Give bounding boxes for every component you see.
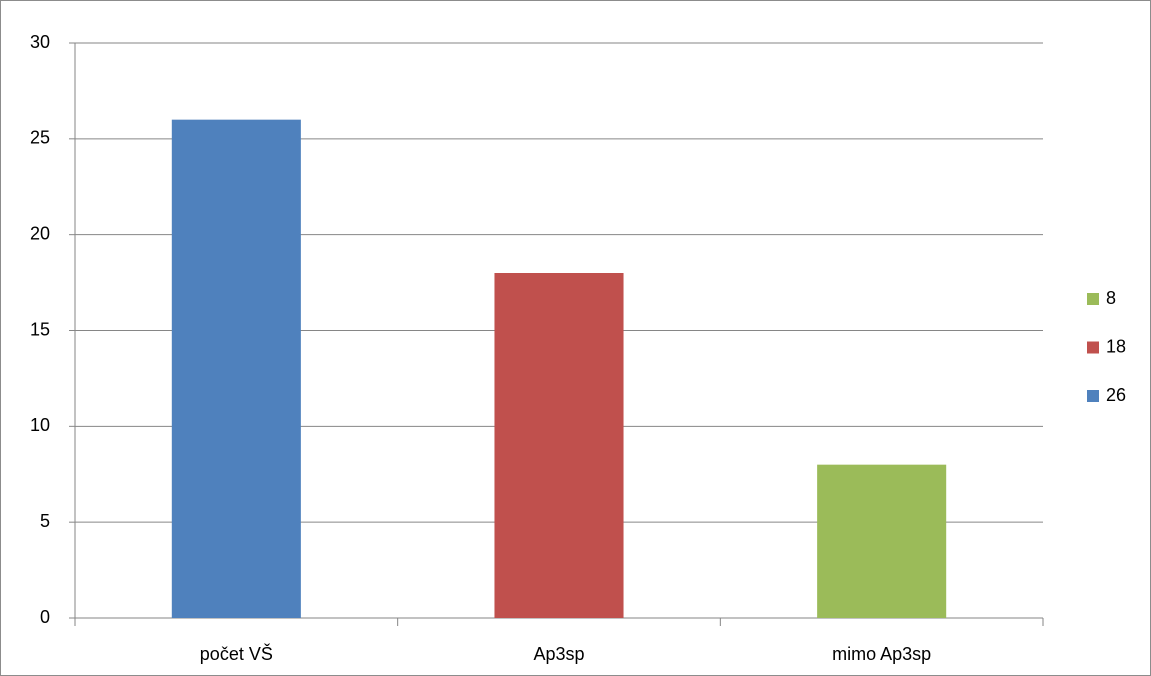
y-tick-label: 25: [30, 128, 50, 148]
y-tick-label: 15: [30, 319, 50, 339]
legend-label: 8: [1106, 288, 1116, 308]
bar: [817, 464, 947, 618]
legend-label: 26: [1106, 385, 1126, 405]
legend-swatch: [1087, 390, 1099, 402]
x-tick-label: Ap3sp: [533, 644, 584, 664]
y-tick-label: 5: [40, 511, 50, 531]
y-tick-label: 20: [30, 223, 50, 243]
x-tick-label: mimo Ap3sp: [832, 644, 931, 664]
legend-swatch: [1087, 341, 1099, 354]
x-tick-label: počet VŠ: [200, 643, 273, 664]
bar: [494, 273, 624, 618]
bar: [171, 119, 301, 619]
legend-label: 18: [1106, 336, 1126, 356]
legend-swatch: [1087, 293, 1099, 305]
y-tick-label: 0: [40, 607, 50, 627]
y-tick-label: 30: [30, 32, 50, 52]
y-tick-label: 10: [30, 415, 50, 435]
